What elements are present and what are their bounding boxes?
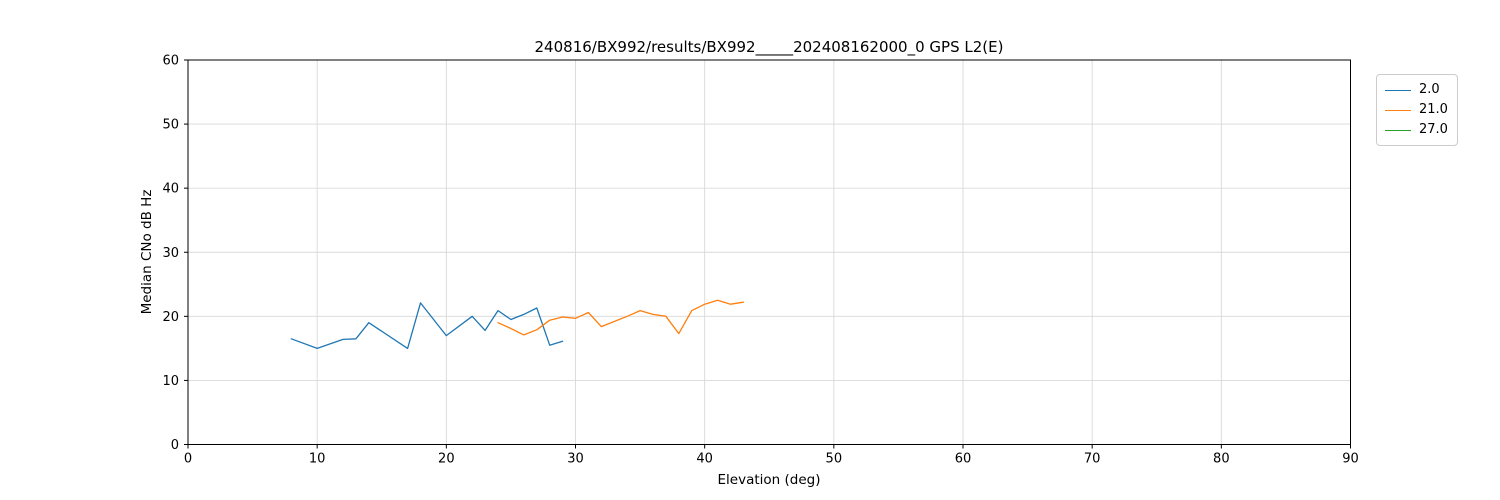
x-tick-label: 0 bbox=[184, 452, 192, 467]
chart-title: 240816/BX992/results/BX992_____202408162… bbox=[535, 38, 1004, 57]
y-tick-label: 60 bbox=[162, 54, 179, 69]
y-tick-label: 30 bbox=[162, 246, 179, 261]
legend-line-sample bbox=[1385, 129, 1411, 131]
series-line-21-0 bbox=[497, 299, 745, 336]
y-tick-label: 50 bbox=[162, 118, 179, 133]
legend-label: 21.0 bbox=[1419, 102, 1448, 117]
x-tick-label: 10 bbox=[309, 452, 326, 467]
x-tick-label: 60 bbox=[955, 452, 972, 467]
x-tick-label: 80 bbox=[1213, 452, 1230, 467]
legend-item: 21.0 bbox=[1385, 100, 1448, 120]
legend-line-sample bbox=[1385, 109, 1411, 111]
x-tick-label: 90 bbox=[1342, 452, 1359, 467]
legend-label: 2.0 bbox=[1419, 82, 1440, 97]
x-axis-label: Elevation (deg) bbox=[718, 472, 821, 488]
x-tick-label: 70 bbox=[1084, 452, 1101, 467]
x-tick-label: 20 bbox=[438, 452, 455, 467]
legend-item: 2.0 bbox=[1385, 80, 1448, 100]
x-tick-label: 50 bbox=[826, 452, 843, 467]
y-tick-label: 10 bbox=[162, 374, 179, 389]
y-tick-label: 40 bbox=[162, 182, 179, 197]
legend: 2.0 21.0 27.0 bbox=[1376, 74, 1458, 146]
legend-line-sample bbox=[1385, 89, 1411, 91]
y-tick-label: 0 bbox=[171, 438, 179, 453]
x-tick-label: 30 bbox=[567, 452, 584, 467]
x-tick-label: 40 bbox=[696, 452, 713, 467]
series-line-2-0 bbox=[290, 302, 564, 350]
legend-label: 27.0 bbox=[1419, 122, 1448, 137]
y-axis-label: Median CNo dB Hz bbox=[139, 190, 155, 315]
legend-item: 27.0 bbox=[1385, 120, 1448, 140]
y-tick-label: 20 bbox=[162, 310, 179, 325]
